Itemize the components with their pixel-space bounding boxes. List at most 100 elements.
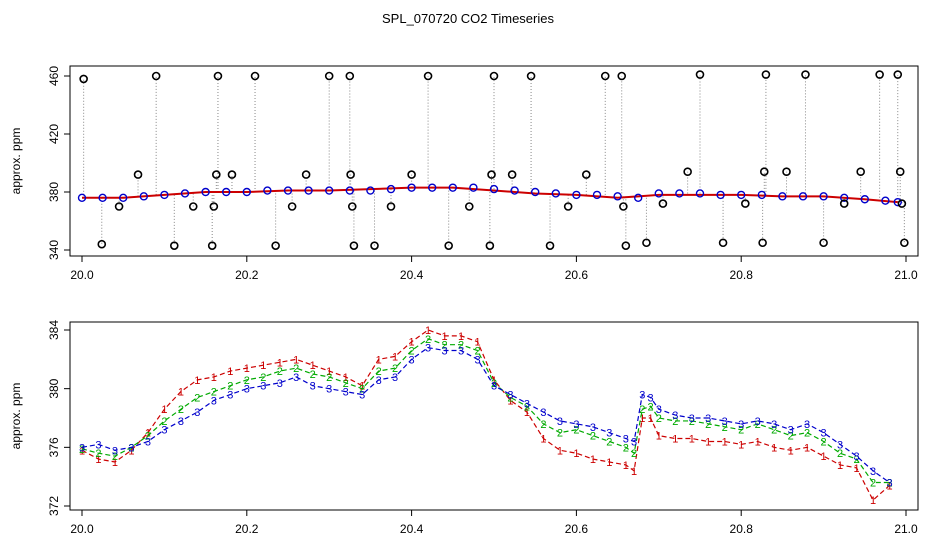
data-point-label: 2 <box>310 369 316 381</box>
data-point-label: 1 <box>260 360 266 372</box>
data-point-label: 1 <box>573 448 579 460</box>
data-point-label: 3 <box>79 442 85 454</box>
outlier-point <box>407 170 416 179</box>
data-point-label: 3 <box>771 419 777 431</box>
data-point-label: 1 <box>409 337 415 349</box>
outlier-point <box>581 170 591 179</box>
data-point-label: 2 <box>507 392 513 404</box>
data-point-label: 1 <box>870 495 876 507</box>
outlier-point <box>79 74 88 84</box>
data-point-blue <box>654 189 663 198</box>
plot-frame <box>69 65 919 257</box>
data-point-label: 2 <box>326 372 332 384</box>
data-point-label: 3 <box>573 419 579 431</box>
outlier-point <box>464 202 474 211</box>
data-point-label: 3 <box>145 436 151 448</box>
data-point-label: 2 <box>211 387 217 399</box>
x-tick-label: 21.0 <box>894 522 918 536</box>
outlier-point <box>324 71 334 81</box>
data-point-blue <box>757 190 766 200</box>
data-point-blue <box>695 189 705 198</box>
outlier-point <box>346 170 355 179</box>
data-point-label: 2 <box>359 384 365 396</box>
data-point-label: 3 <box>656 404 662 416</box>
data-point-label: 1 <box>458 331 464 343</box>
y-tick-label: 420 <box>47 124 61 144</box>
data-point-label: 1 <box>853 463 859 475</box>
data-point-blue <box>634 193 643 203</box>
data-point-label: 1 <box>689 434 695 446</box>
data-point-label: 2 <box>425 334 431 346</box>
data-point-blue <box>407 183 416 192</box>
data-point-label: 2 <box>804 428 810 440</box>
data-point-label: 3 <box>194 407 200 419</box>
data-point-label: 3 <box>870 466 876 478</box>
data-point-label: 3 <box>211 395 217 407</box>
data-point-label: 3 <box>557 416 563 428</box>
data-point-blue <box>345 186 354 195</box>
data-point-label: 1 <box>392 351 398 363</box>
data-point-label: 1 <box>647 413 653 425</box>
data-point-label: 3 <box>853 451 859 463</box>
data-point-blue <box>118 193 128 203</box>
series-line-3 <box>81 346 890 484</box>
data-point-label: 1 <box>227 366 233 378</box>
data-point-blue <box>448 183 457 192</box>
outlier-point <box>621 241 631 250</box>
data-point-label: 3 <box>804 419 810 431</box>
data-point-label: 2 <box>441 340 447 352</box>
outlier-point <box>151 71 161 81</box>
data-point-label: 3 <box>590 422 596 434</box>
data-point-blue <box>840 193 849 203</box>
data-point-label: 2 <box>771 425 777 437</box>
outlier-point <box>900 238 909 248</box>
data-point-label: 1 <box>441 331 447 343</box>
data-point-label: 2 <box>647 401 653 413</box>
data-point-label: 2 <box>590 431 596 443</box>
y-tick-label: 340 <box>47 240 61 260</box>
data-point-label: 3 <box>491 381 497 393</box>
data-point-label: 3 <box>409 354 415 366</box>
data-point-blue <box>77 193 87 203</box>
outlier-point <box>386 202 396 211</box>
data-point-label: 3 <box>95 439 101 451</box>
figure-title: SPL_070720 CO2 Timeseries <box>382 11 554 26</box>
data-point-label: 3 <box>623 434 629 446</box>
data-point-label: 1 <box>771 442 777 454</box>
data-point-blue <box>613 192 622 201</box>
data-point-label: 3 <box>738 419 744 431</box>
data-point-label: 2 <box>722 422 728 434</box>
x-tick-label: 20.8 <box>730 268 754 282</box>
data-point-label: 1 <box>631 466 637 478</box>
data-point-label: 1 <box>326 366 332 378</box>
data-point-label: 1 <box>277 357 283 369</box>
outlier-point <box>444 241 453 250</box>
data-point-blue <box>510 186 519 195</box>
series-line-1 <box>81 329 890 502</box>
data-point-label: 1 <box>293 354 299 366</box>
data-point-label: 1 <box>359 381 365 393</box>
data-point-label: 2 <box>128 442 134 454</box>
data-point-label: 1 <box>376 354 382 366</box>
outlier-point <box>209 202 219 211</box>
outlier-point <box>782 167 791 176</box>
outlier-point <box>761 70 771 79</box>
data-point-label: 2 <box>227 381 233 393</box>
outlier-point <box>741 199 750 208</box>
data-point-label: 2 <box>821 436 827 448</box>
data-point-label: 1 <box>738 439 744 451</box>
data-point-label: 3 <box>540 407 546 419</box>
y-tick-label: 372 <box>47 496 61 516</box>
data-point-label: 3 <box>507 390 513 402</box>
data-point-label: 3 <box>689 413 695 425</box>
data-point-label: 2 <box>244 375 250 387</box>
data-point-label: 1 <box>425 325 431 337</box>
data-point-label: 2 <box>194 392 200 404</box>
data-point-label: 3 <box>672 410 678 422</box>
outlier-point <box>683 167 692 176</box>
x-tick-label: 20.4 <box>400 268 424 282</box>
data-point-label: 1 <box>524 407 530 419</box>
outlier-point <box>600 71 610 81</box>
